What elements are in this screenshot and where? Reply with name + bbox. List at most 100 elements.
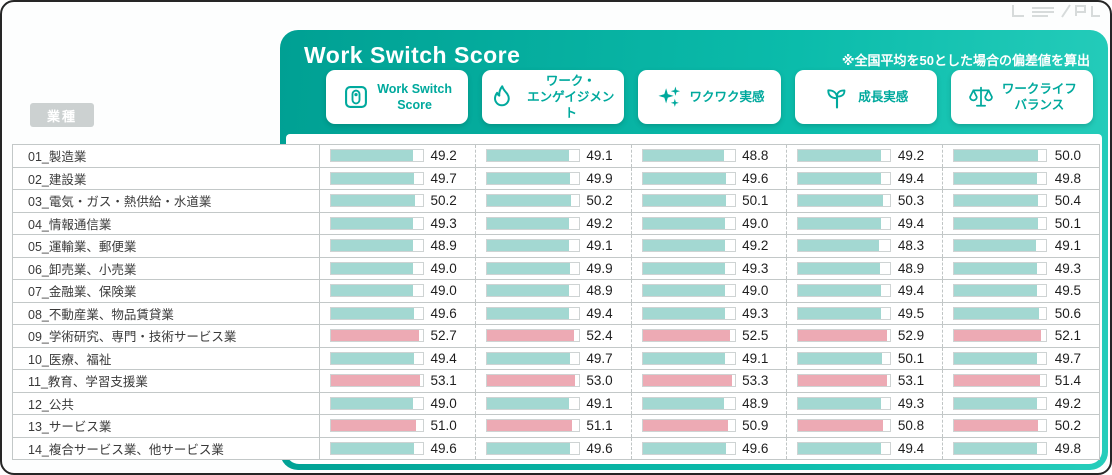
score-value: 49.0 [742,215,769,231]
score-value: 52.1 [1054,328,1081,344]
score-bar-track [330,396,424,410]
score-value: 50.6 [1054,305,1081,321]
score-bar-track [797,149,892,163]
score-bar-fill [331,240,413,252]
row-cells: 49.3 49.2 49.0 49.4 50.1 [320,212,1099,234]
flame-icon [488,83,516,111]
score-bar-fill [954,420,1039,432]
row-label: 09_学術研究、専門・技術サービス業 [13,325,320,347]
score-bar-track [797,329,892,343]
sparkles-icon [655,83,683,111]
score-value: 49.1 [1054,238,1081,254]
column-label: ワーク・ エンゲイジメント [527,73,615,121]
score-bar-track [485,396,580,410]
score-bar-track [641,441,736,455]
column-label: ワークライフ バランス [1001,81,1077,112]
score-cell: 49.1 [632,347,788,369]
score-bar-track [953,419,1048,433]
row-cells: 51.0 51.1 50.9 50.8 50.2 [320,415,1099,437]
score-value: 49.2 [1054,395,1081,411]
switch-icon [342,83,370,111]
column-label: Work Switch Score [377,81,452,112]
score-bar-fill [331,285,413,297]
score-cell: 49.5 [787,302,944,324]
score-cell: 50.3 [787,190,944,212]
score-bar-fill [954,240,1037,252]
row-label: 03_電気・ガス・熱供給・水道業 [13,190,320,212]
column-header-sprout: 成長実感 [794,70,937,124]
score-bar-track [485,171,580,185]
score-bar-fill [331,307,414,319]
score-bar-track [485,419,580,433]
score-value: 50.1 [742,193,769,209]
score-bar-track [953,284,1048,298]
row-label: 13_サービス業 [13,415,320,437]
score-cell: 49.3 [632,257,788,279]
table-row: 06_卸売業、小売業 49.0 49.9 49.3 48.9 49.3 [12,256,1100,280]
score-cell: 49.4 [476,302,632,324]
score-value: 49.0 [430,395,457,411]
score-bar-fill [798,150,881,162]
score-bar-fill [954,150,1038,162]
score-bar-track [953,374,1048,388]
row-cells: 49.6 49.6 49.6 49.4 49.8 [320,437,1099,460]
column-header-balance: ワークライフ バランス [950,70,1094,124]
score-value: 49.4 [430,350,457,366]
score-bar-fill [486,352,570,364]
score-cell: 49.0 [632,280,788,302]
table-row: 05_運輸業、郵便業 48.9 49.1 49.2 48.3 49.1 [12,234,1100,258]
score-cell: 49.2 [943,393,1099,415]
score-bar-track [641,149,736,163]
score-bar-fill [486,195,571,207]
score-bar-fill [642,330,731,342]
score-bar-fill [486,330,575,342]
score-bar-fill [642,150,725,162]
table-row: 13_サービス業 51.0 51.1 50.9 50.8 50.2 [12,414,1100,438]
score-value: 49.5 [1054,283,1081,299]
score-bar-track [953,194,1048,208]
score-bar-track [641,261,736,275]
score-value: 49.4 [897,440,925,456]
score-bar-fill [331,397,413,409]
sprout-icon [823,83,851,111]
score-cell: 50.4 [943,190,1099,212]
score-cell: 49.1 [476,235,632,257]
score-bar-track [330,149,424,163]
score-cell: 49.1 [476,145,632,167]
column-header-flame: ワーク・ エンゲイジメント [482,70,625,124]
score-cell: 49.8 [943,438,1099,460]
score-bar-track [797,441,892,455]
score-bar-fill [331,217,414,229]
score-bar-fill [642,352,725,364]
score-cell: 48.9 [476,280,632,302]
score-bar-fill [798,307,882,319]
score-cell: 49.6 [476,437,632,459]
column-header-sparkles: ワクワク実感 [638,70,781,124]
row-label: 12_公共 [13,392,320,414]
score-cell: 51.0 [320,415,476,437]
score-bar-track [953,261,1048,275]
score-value: 52.5 [742,328,769,344]
row-label: 01_製造業 [13,145,320,167]
score-bar-fill [642,442,726,454]
column-label: 成長実感 [858,89,909,104]
score-bar-fill [486,240,569,252]
score-value: 49.7 [1054,350,1081,366]
score-bar-track [953,306,1048,320]
score-cell: 49.2 [476,212,632,234]
row-cells: 50.2 50.2 50.1 50.3 50.4 [320,190,1099,212]
score-bar-fill [486,217,570,229]
score-value: 49.8 [1054,440,1081,456]
score-bar-fill [331,375,420,387]
score-bar-track [641,284,736,298]
score-cell: 49.4 [320,347,476,369]
score-bar-track [485,329,580,343]
score-bar-fill [642,240,725,252]
score-bar-track [641,329,736,343]
score-value: 48.3 [897,238,925,254]
score-bar-fill [642,285,725,297]
score-bar-track [330,329,424,343]
score-bar-track [953,239,1048,253]
score-value: 49.0 [430,283,457,299]
